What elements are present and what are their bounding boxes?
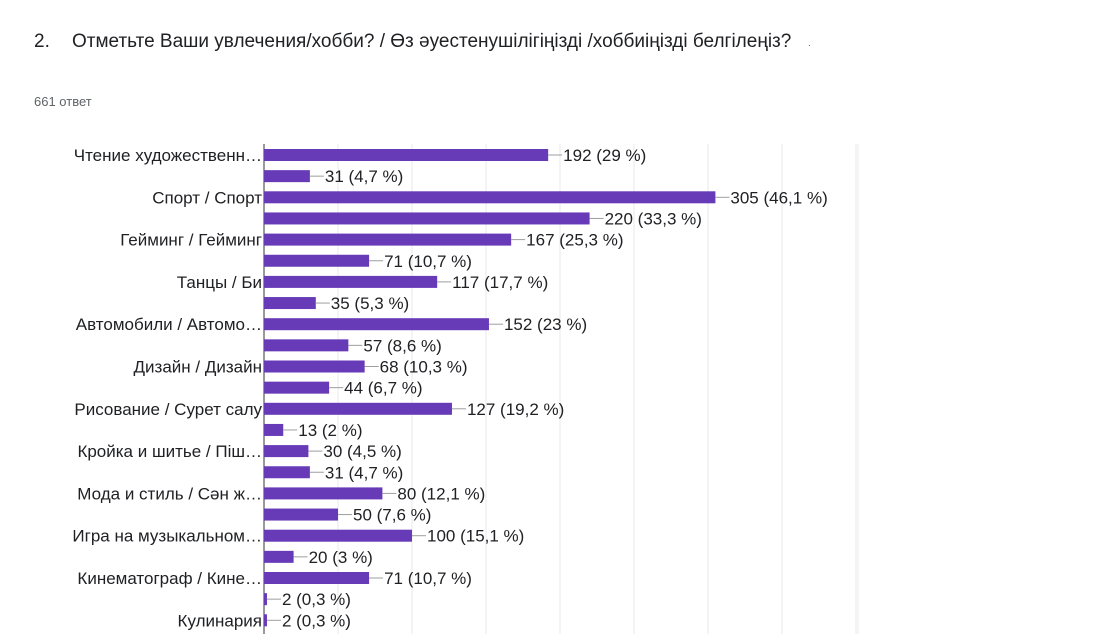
data-label: 35 (5,3 %) [331,294,409,313]
dot-mark: . [808,38,811,49]
data-label: 71 (10,7 %) [384,569,472,588]
bar [264,318,489,331]
data-label: 68 (10,3 %) [380,358,468,377]
data-label: 152 (23 %) [504,315,587,334]
data-label: 13 (2 %) [298,421,362,440]
category-label: Гейминг / Гейминг [120,231,262,250]
data-label: 2 (0,3 %) [282,590,351,609]
category-label: Кройка и шитье / Піш… [77,442,262,461]
bar [264,339,349,352]
category-label: Мода и стиль / Сән ж… [77,484,262,503]
bar [264,593,267,606]
bar [264,529,412,542]
bar [264,572,370,584]
data-label: 117 (17,7 %) [452,273,548,292]
chart-labels: 192 (29 %) Чтение художественн… 31 (4,7 %)… [72,146,827,630]
bar [264,487,383,500]
bar [264,170,310,183]
data-label: 305 (46,1 %) [730,188,827,207]
bar [264,275,438,288]
category-label: Дизайн / Дизайн [134,358,262,377]
data-label: 20 (3 %) [309,548,373,567]
category-label: Кинематограф / Кине… [77,569,262,588]
bar [264,297,316,310]
chart-bars [264,149,716,627]
data-label: 100 (15,1 %) [427,527,524,546]
bar [264,466,310,479]
question-number: 2. [34,31,50,52]
data-label: 220 (33,3 %) [605,209,702,228]
data-label: 50 (7,6 %) [353,506,431,525]
data-label: 30 (4,5 %) [323,442,401,461]
data-label: 167 (25,3 %) [526,231,623,250]
bar [264,508,338,521]
category-label: Чтение художественн… [74,146,262,165]
bar [264,212,590,225]
bar [264,149,549,161]
bar [264,233,512,246]
data-label: 44 (6,7 %) [344,379,422,398]
category-label: Рисование / Сурет салу [74,400,262,419]
bar [264,402,452,415]
category-label: Спорт / Спорт [152,188,262,207]
bar [264,381,330,394]
category-label: Автомобили / Автомо… [76,315,262,334]
bar [264,550,294,563]
data-label: 2 (0,3 %) [282,611,351,630]
category-label: Кулинария [178,611,262,630]
bar [264,191,716,204]
data-label: 71 (10,7 %) [384,252,472,271]
question-text: Отметьте Ваши увлечения/хобби? / Өз әуес… [72,31,792,52]
bar [264,445,309,458]
data-label: 127 (19,2 %) [467,400,564,419]
category-label: Танцы / Би [177,273,262,292]
bar [264,254,370,267]
category-label: Игра на музыкальном… [72,527,262,546]
chart-grid [263,144,859,634]
data-label: 31 (4,7 %) [325,463,403,482]
responses-count: 661 ответ [34,94,92,109]
data-label: 192 (29 %) [563,146,646,165]
question-title: 2. Отметьте Ваши увлечения/хобби? / Өз әу… [34,26,794,58]
bar [264,614,267,627]
data-label: 80 (12,1 %) [397,484,485,503]
bar [264,360,365,373]
data-label: 31 (4,7 %) [325,167,403,186]
bar [264,423,284,436]
data-label: 57 (8,6 %) [363,336,441,355]
